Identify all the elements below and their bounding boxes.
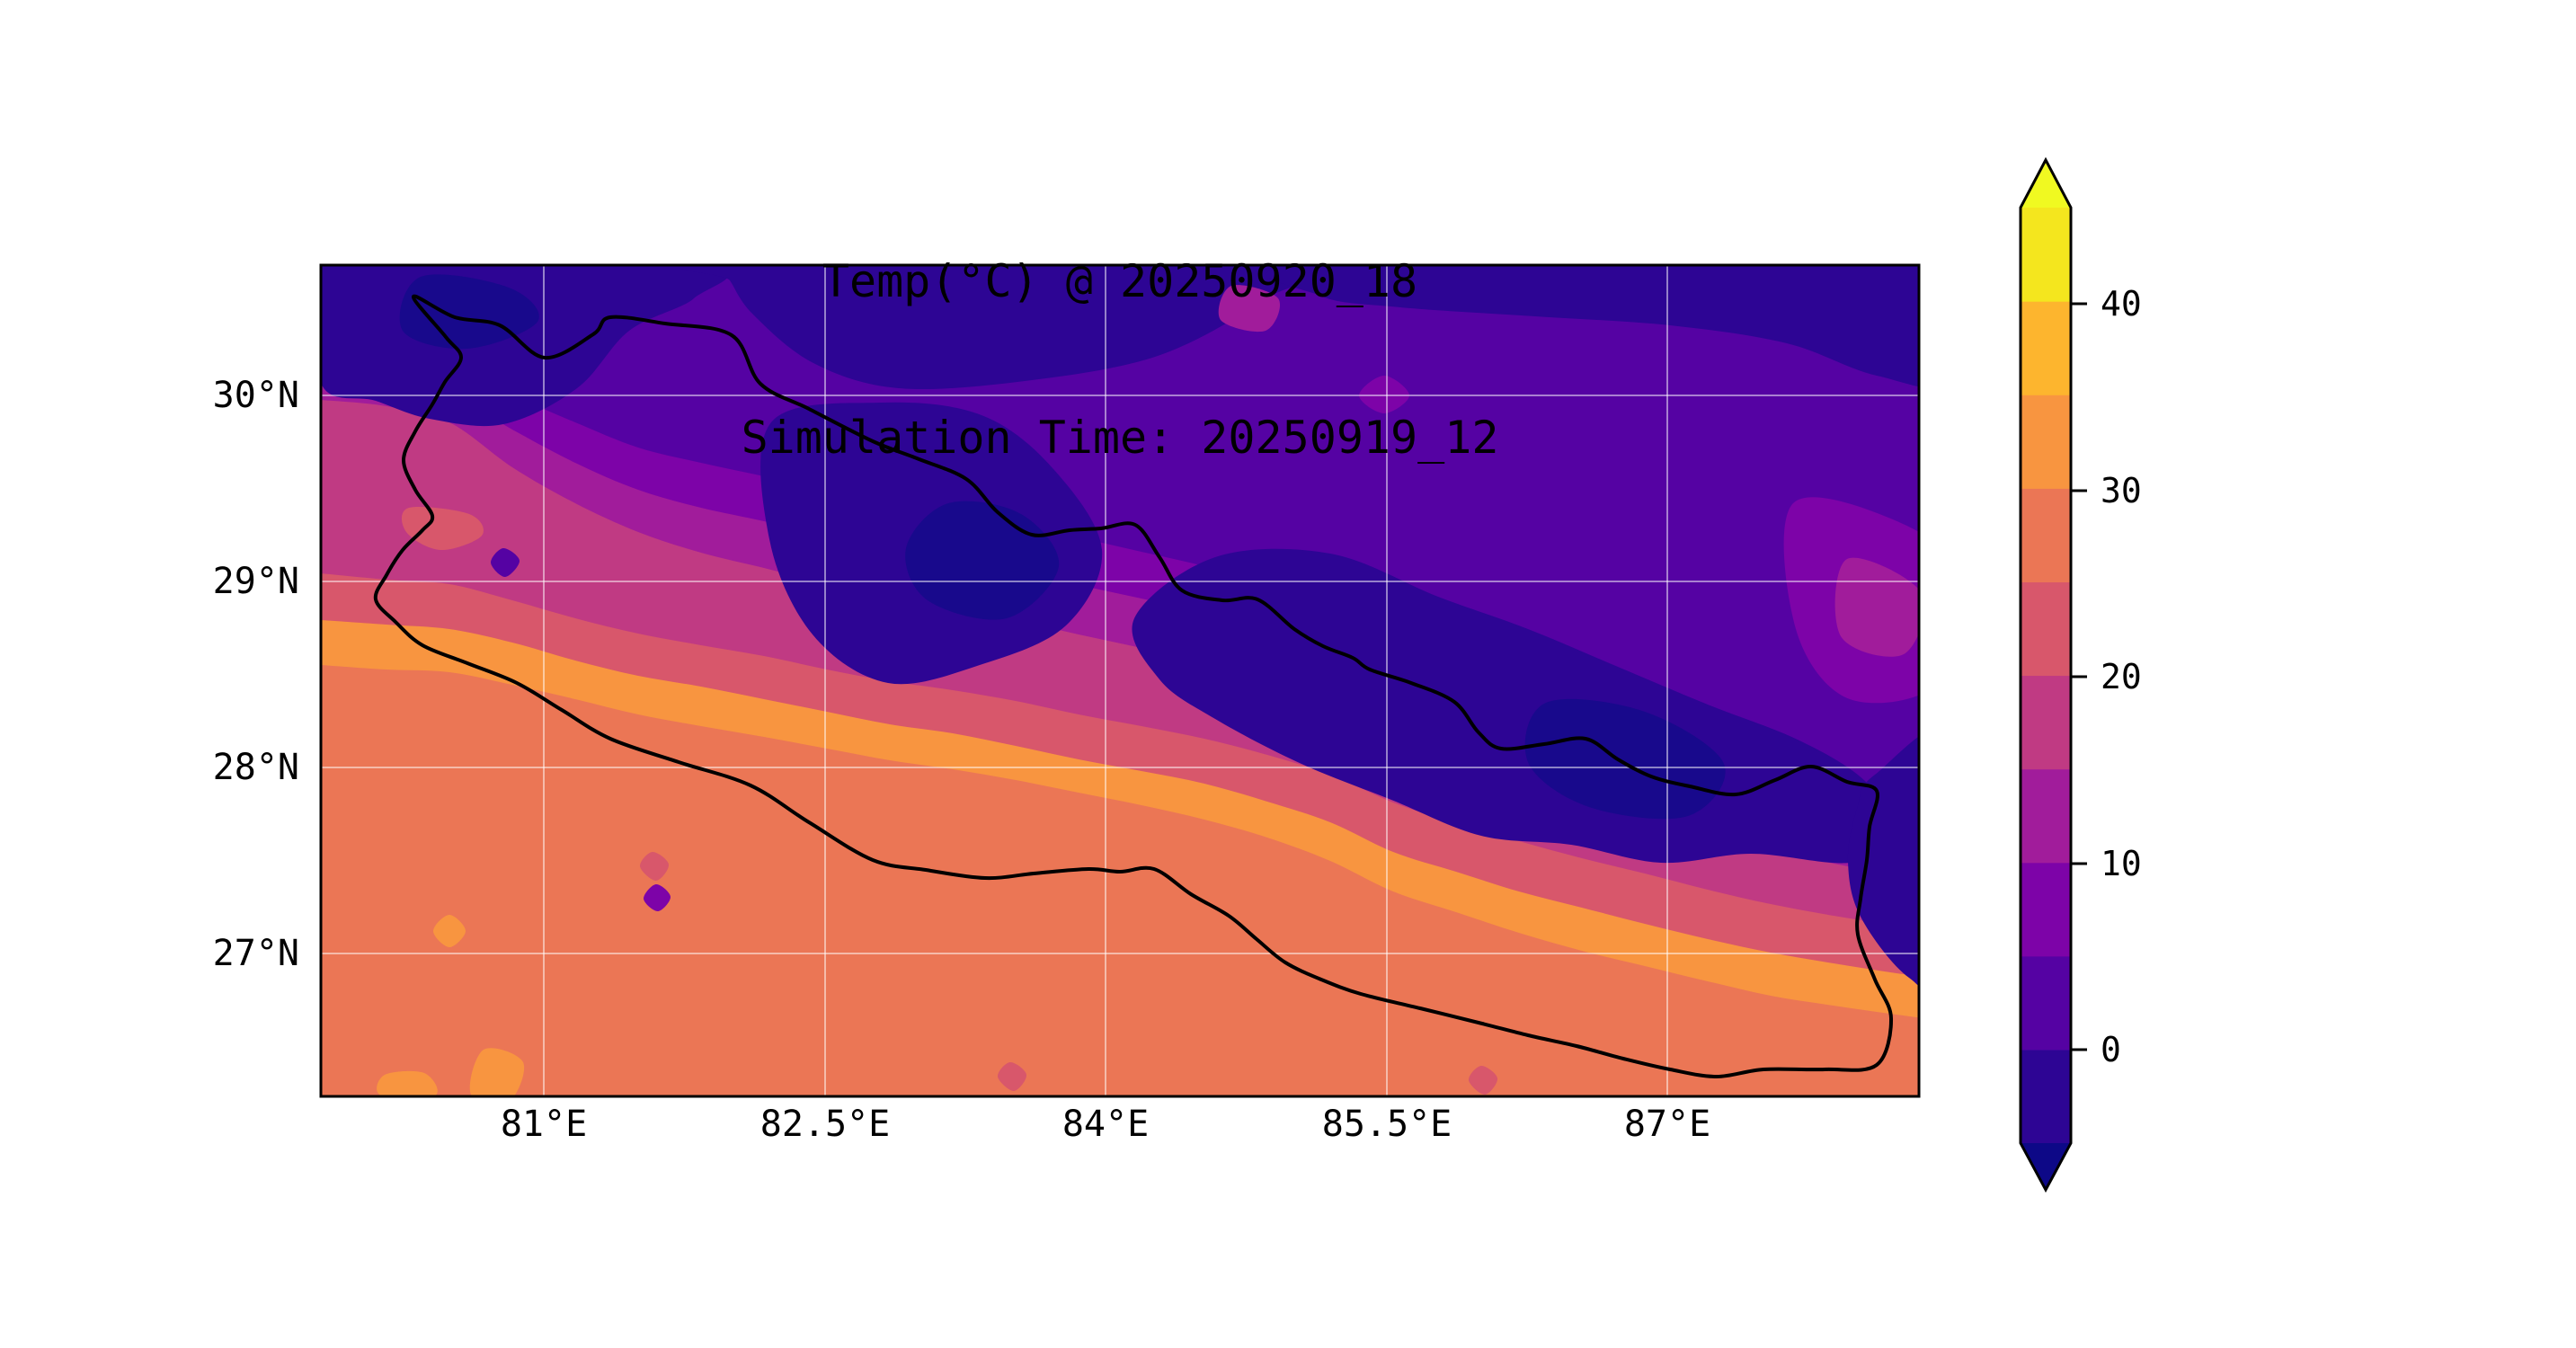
- contour-patch-warm-pocket-west: [401, 506, 484, 551]
- x-tick-label-87e: 87°E: [1623, 1104, 1711, 1145]
- contour-patch-cold-pool-east-edge: [1847, 736, 1919, 987]
- colorbar-over-arrow: [2021, 160, 2071, 208]
- colorbar-tick-label-0: 0: [2101, 1030, 2121, 1069]
- title-line-2: Simulation Time: 20250919_12: [741, 412, 1499, 464]
- title-line-1: Temp(°C) @ 20250920_18: [822, 255, 1418, 307]
- contour-patch-hot-blob-sw-2: [377, 1070, 438, 1096]
- colorbar-segment: [2021, 488, 2071, 582]
- contour-patch-cold-pool-ne: [1266, 265, 1919, 387]
- colorbar-segment: [2021, 395, 2071, 489]
- colorbar-outline: [2019, 156, 2073, 1193]
- y-tick-label-29n: 29°N: [212, 561, 299, 602]
- contour-patch-mild-patch-ne-inner: [1834, 557, 1919, 657]
- x-tick-label-84e: 84°E: [1061, 1104, 1150, 1145]
- contour-patch-coldest-core-east: [1524, 698, 1726, 820]
- contour-patch-hot-diamond-sw: [433, 915, 466, 947]
- contour-patch-pink-diamond-3: [1468, 1065, 1498, 1095]
- colorbar: [2019, 156, 2087, 1193]
- colorbar-segment: [2021, 1049, 2071, 1144]
- map-field-layer: [321, 265, 1919, 1096]
- x-tick-label-82-5e: 82.5°E: [759, 1104, 891, 1145]
- contour-patch-cold-pool-top-mid: [680, 265, 1317, 389]
- contour-patch-pink-diamond-1: [639, 851, 670, 882]
- colorbar-tick-label-40: 40: [2101, 284, 2142, 324]
- plot-spine: [319, 263, 1921, 1098]
- contour-patch-pink-diamond-2: [997, 1061, 1027, 1092]
- colorbar-tick-label-20: 20: [2101, 657, 2142, 696]
- colorbar-segment: [2021, 208, 2071, 302]
- colorbar-segment: [2021, 768, 2071, 864]
- colorbar-segment: [2021, 581, 2071, 677]
- colorbar-under-arrow: [2021, 1143, 2071, 1190]
- colorbar-segment: [2021, 862, 2071, 957]
- x-tick-label-85-5e: 85.5°E: [1321, 1104, 1452, 1145]
- colorbar-tick-label-10: 10: [2101, 844, 2142, 883]
- colorbar-tick-label-30: 30: [2101, 471, 2142, 510]
- y-tick-label-30n: 30°N: [212, 375, 299, 416]
- colorbar-segment: [2021, 301, 2071, 395]
- contour-patch-cool-diamond-west: [490, 547, 520, 578]
- contour-patch-hot-blob-sw-1: [469, 1048, 525, 1096]
- colorbar-segment: [2021, 955, 2071, 1051]
- x-tick-label-81e: 81°E: [500, 1104, 588, 1145]
- contour-patch-coldest-core-nw: [399, 274, 539, 350]
- contour-patch-mild-spot-top: [1218, 285, 1281, 333]
- colorbar-segment: [2021, 675, 2071, 770]
- y-tick-label-27n: 27°N: [212, 933, 299, 974]
- nepal-border-outline: [373, 294, 1894, 1078]
- plot-title: Temp(°C) @ 20250920_18 Simulation Time: …: [321, 151, 1919, 516]
- y-tick-label-28n: 28°N: [212, 747, 299, 788]
- contour-patch-cool-diamond-mid: [643, 883, 671, 912]
